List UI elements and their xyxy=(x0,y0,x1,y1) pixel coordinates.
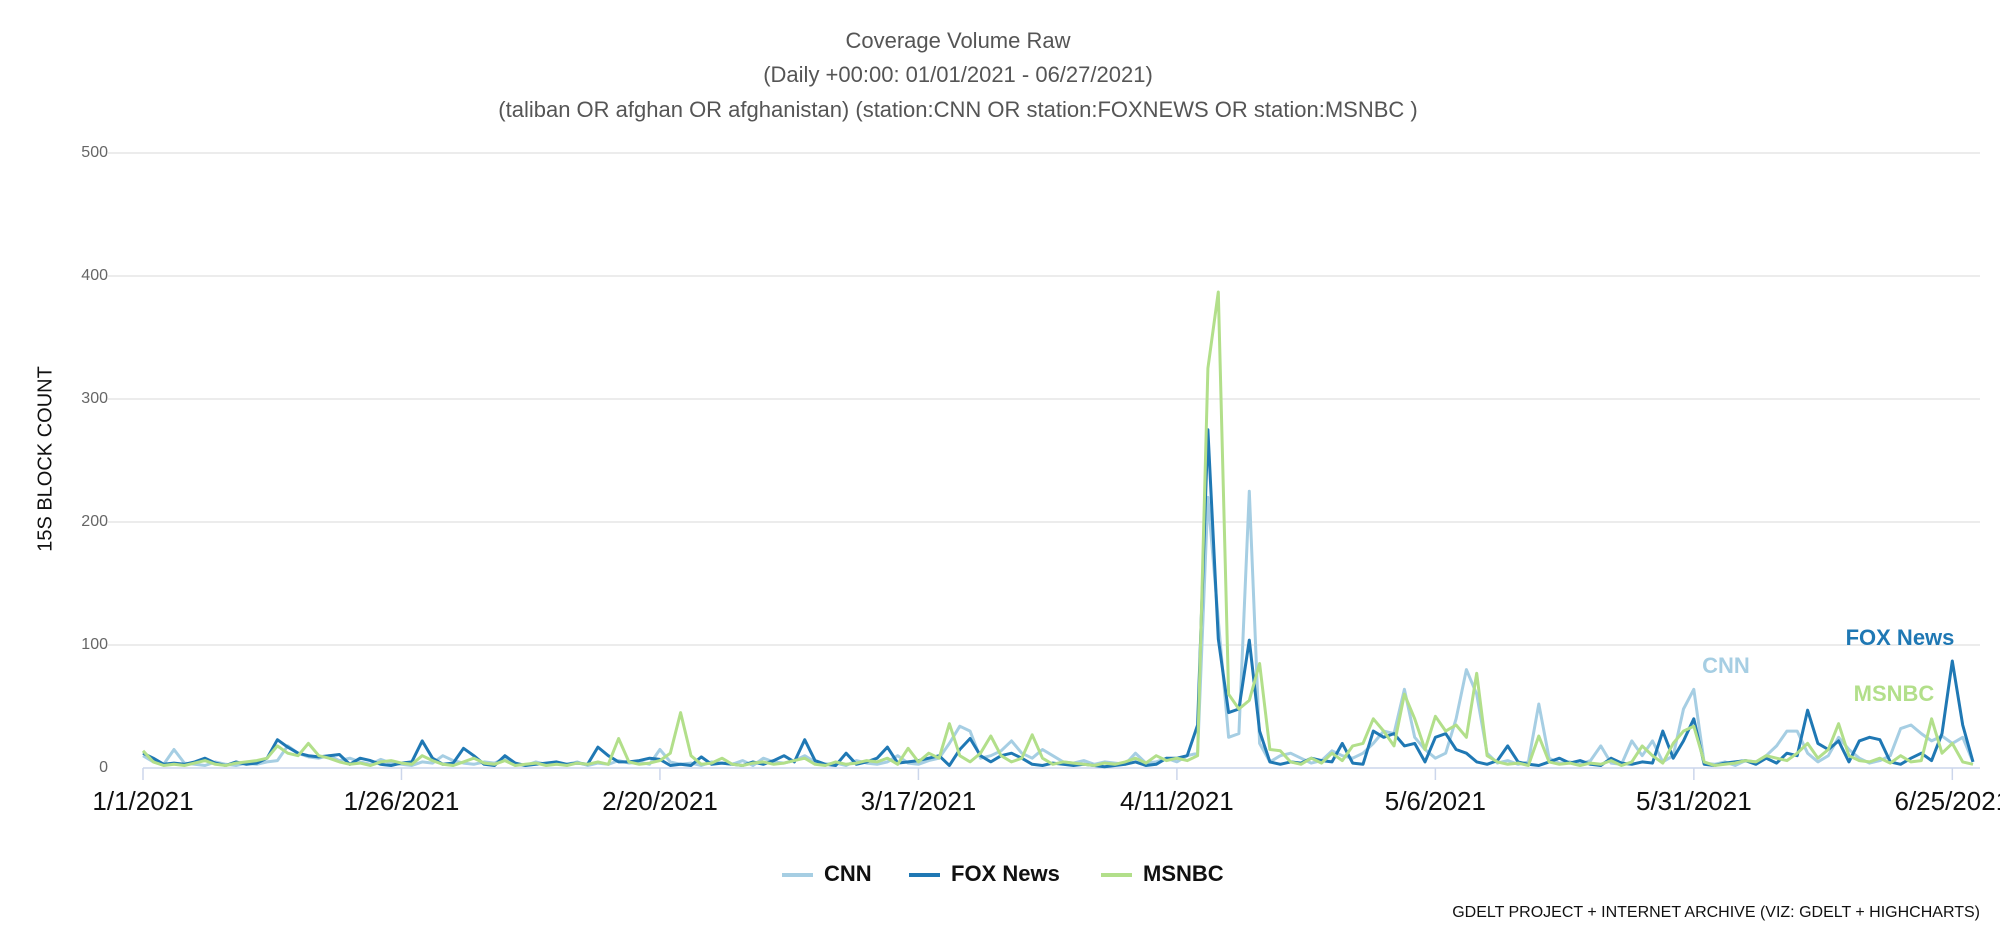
chart-subtitle: (Daily +00:00: 01/01/2021 - 06/27/2021) xyxy=(763,62,1153,87)
y-axis-title: 15S BLOCK COUNT xyxy=(34,366,56,552)
x-tick-label: 5/31/2021 xyxy=(1636,786,1752,816)
y-tick-label: 300 xyxy=(81,390,108,407)
chart-title: Coverage Volume Raw xyxy=(845,28,1070,53)
series-end-label: MSNBC xyxy=(1854,681,1935,706)
x-tick-label: 2/20/2021 xyxy=(602,786,718,816)
series-end-label: FOX News xyxy=(1846,625,1955,650)
y-tick-label: 100 xyxy=(81,636,108,653)
x-tick-label: 5/6/2021 xyxy=(1385,786,1486,816)
y-tick-label: 200 xyxy=(81,513,108,530)
legend-label: MSNBC xyxy=(1143,861,1224,886)
y-tick-label: 0 xyxy=(99,759,108,776)
legend-label: FOX News xyxy=(951,861,1060,886)
series-line xyxy=(141,290,1974,767)
credit: GDELT PROJECT + INTERNET ARCHIVE (VIZ: G… xyxy=(1452,904,1980,921)
x-tick-label: 6/25/2021 xyxy=(1894,786,2000,816)
y-tick-label: 400 xyxy=(81,267,108,284)
legend-label: CNN xyxy=(824,861,872,886)
chart-subtitle: (taliban OR afghan OR afghanistan) (stat… xyxy=(498,97,1417,122)
series-line xyxy=(142,489,1975,767)
x-tick-label: 4/11/2021 xyxy=(1120,786,1234,816)
x-tick-label: 1/1/2021 xyxy=(92,786,193,816)
x-tick-label: 1/26/2021 xyxy=(344,786,460,816)
y-tick-label: 500 xyxy=(81,144,108,161)
series-end-label: CNN xyxy=(1702,653,1750,678)
x-tick-label: 3/17/2021 xyxy=(861,786,977,816)
